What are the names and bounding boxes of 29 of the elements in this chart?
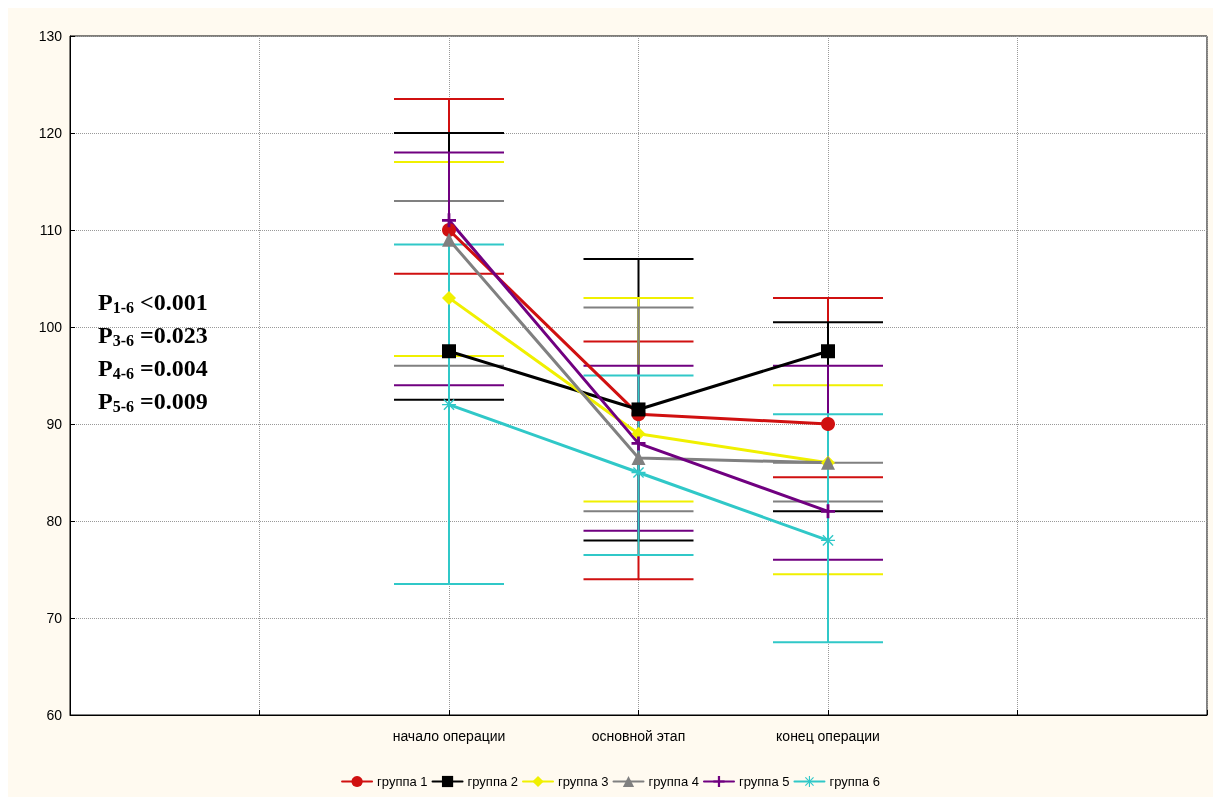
point: [631, 402, 646, 417]
point: [821, 344, 835, 359]
y-tick-label: 90: [46, 416, 63, 432]
x-tick-label: конец операции: [776, 728, 880, 744]
point: [442, 290, 456, 305]
x-tick-label: начало операции: [392, 728, 506, 744]
point: [631, 436, 646, 451]
point: [821, 417, 835, 431]
point: [442, 344, 456, 359]
legend-label: группа 1: [377, 774, 428, 789]
legend-label: группа 5: [738, 774, 790, 789]
y-tick-label: 110: [39, 222, 63, 238]
legend-label: группа 4: [648, 774, 699, 789]
y-tick-label: 80: [46, 513, 63, 529]
annotation: P3-6 =0.023: [98, 322, 208, 349]
legend-label: группа 2: [467, 774, 519, 789]
y-tick-label: 130: [38, 28, 63, 44]
y-tick-label: 120: [38, 125, 63, 141]
annotation: P1-6 <0.001: [98, 289, 208, 316]
point: [821, 533, 835, 548]
y-tick-label: 70: [46, 610, 63, 626]
legend-label: группа 6: [829, 774, 880, 789]
legend-label: группа 3: [558, 774, 609, 789]
x-tick-label: основной этап: [591, 728, 686, 744]
y-tick-label: 100: [38, 319, 63, 335]
y-tick-label: 60: [46, 707, 63, 723]
annotation: P5-6 =0.009: [98, 388, 208, 415]
annotation: P4-6 =0.004: [98, 355, 208, 382]
point: [442, 397, 456, 412]
